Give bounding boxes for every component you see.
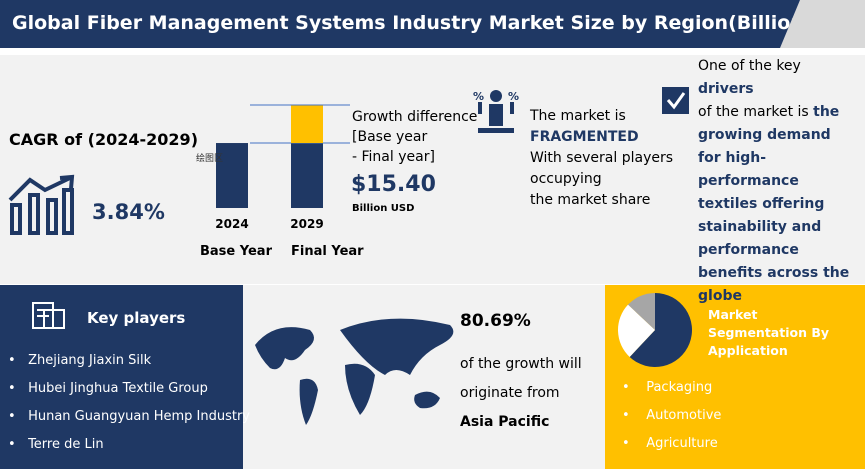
pie-slice	[629, 293, 692, 367]
text: [Base year	[352, 129, 428, 145]
value-label: $15.40	[351, 172, 436, 197]
cagr-value: 3.84%	[92, 200, 165, 224]
key-player: • Terre de Lin	[8, 437, 104, 452]
region-text: of the growth will originate from Asia P…	[460, 350, 582, 437]
key-players-title: Key players	[87, 309, 186, 327]
highlight: FRAGMENTED	[530, 129, 639, 145]
text: of the growth will	[460, 356, 582, 372]
key-player: • Hunan Guangyuan Hemp Industry	[8, 409, 251, 424]
bar	[216, 143, 248, 208]
unit: Billion USD	[352, 203, 415, 214]
x-tick-label: 2029	[290, 217, 323, 231]
axis-label: Final Year	[291, 244, 364, 259]
text: occupying	[530, 171, 602, 187]
text: Growth difference	[352, 109, 478, 125]
text: The market is	[530, 108, 626, 124]
axis-label: Base Year	[200, 244, 272, 259]
segment-label: • Agriculture	[622, 436, 718, 451]
segmentation-title: Market Segmentation By Application	[708, 307, 830, 358]
pie-slice	[618, 304, 655, 357]
key-player: • Zhejiang Jiaxin Silk	[8, 353, 152, 368]
pie-chart	[618, 293, 692, 367]
text: One of the key	[698, 58, 801, 74]
text: - Final year]	[352, 149, 435, 165]
bar	[291, 105, 323, 144]
segment-label: • Packaging	[622, 380, 713, 395]
segment-label: • Automotive	[622, 408, 722, 423]
growth-label: Growth difference [Base year - Final yea…	[352, 107, 477, 167]
highlight: the growing demand for high-performance …	[698, 104, 850, 304]
header: Global Fiber Management Systems Industry…	[0, 0, 865, 48]
key-player: • Hubei Jinghua Textile Group	[8, 381, 208, 396]
text: With several players	[530, 150, 674, 166]
x-tick-label: 2024	[215, 217, 248, 231]
bar-chart: 2024 2029 绘图区	[196, 104, 350, 231]
svg-text:%: %	[508, 90, 519, 103]
region-share: 80.69%	[460, 311, 531, 331]
plot-area-label: 绘图区	[196, 152, 223, 164]
svg-text:%: %	[473, 90, 484, 103]
pie-slice	[628, 293, 655, 330]
text: the market share	[530, 192, 651, 208]
region-name: Asia Pacific	[460, 414, 550, 430]
cagr-label: CAGR of (2024-2029)	[9, 130, 198, 149]
key-players-list: • Zhejiang Jiaxin Silk • Hubei Jinghua Te…	[8, 347, 250, 459]
segmentation-list: • Packaging • Automotive • Agriculture	[622, 374, 721, 458]
text: drivers	[698, 81, 754, 97]
title: Global Fiber Management Systems Industry…	[12, 12, 865, 34]
drivers-text: One of the key drivers of the market is …	[698, 55, 858, 308]
bar	[291, 143, 323, 208]
text: originate from	[460, 385, 560, 401]
text: of the market is	[698, 104, 809, 120]
market-text: The market is FRAGMENTED With several pl…	[530, 106, 673, 211]
